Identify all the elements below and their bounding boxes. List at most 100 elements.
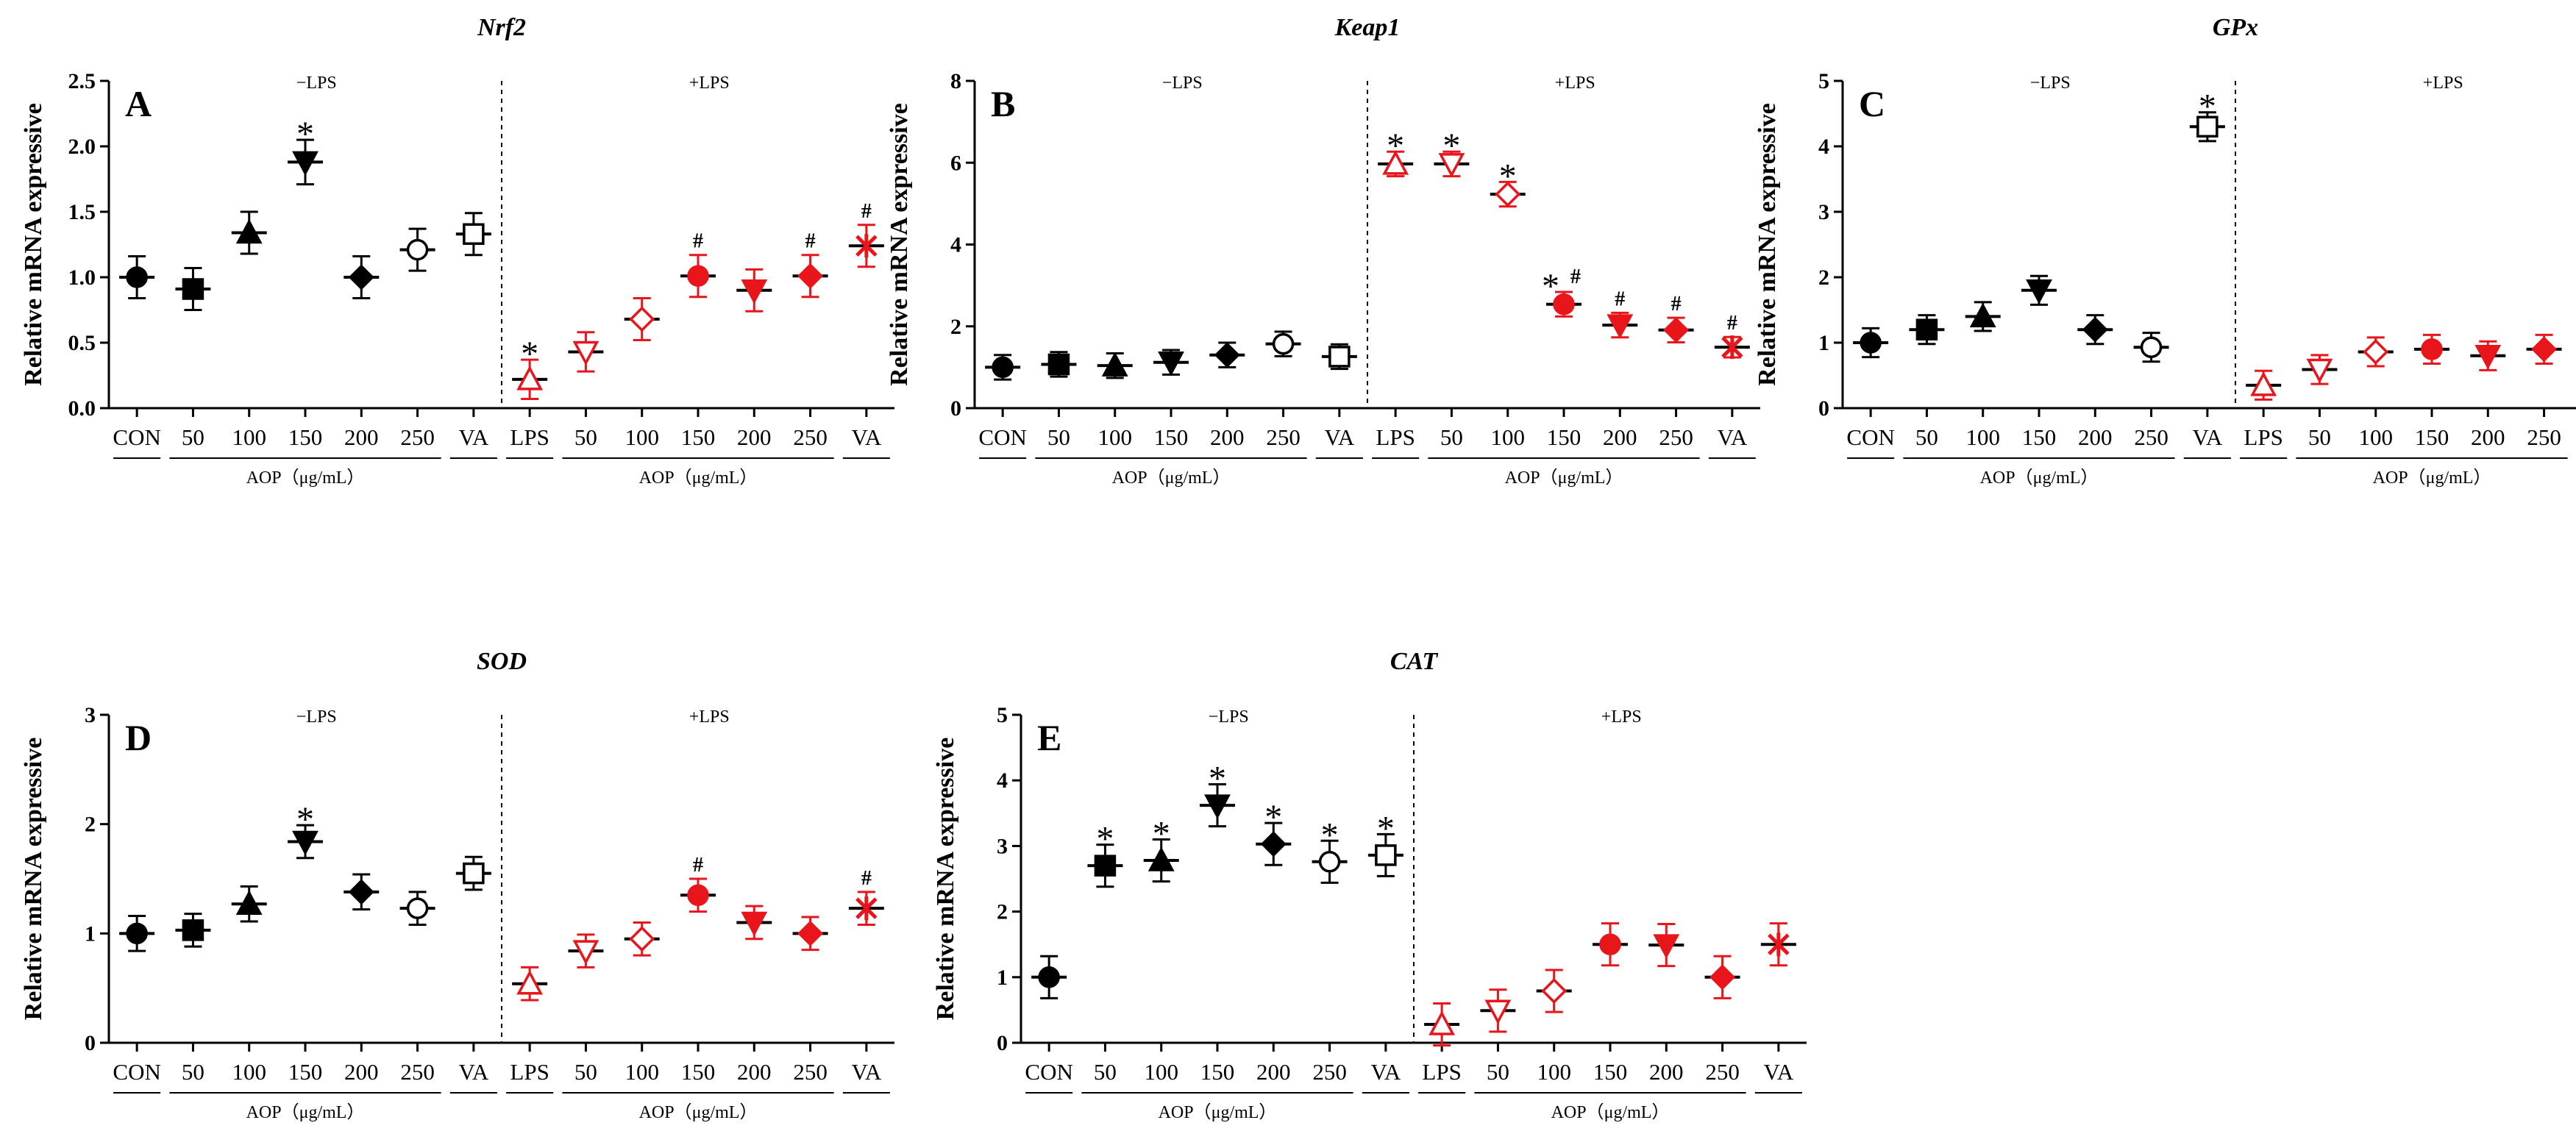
- marker-square: [1915, 318, 1938, 340]
- x-tick-label: 100: [625, 1059, 659, 1085]
- aop-plus-label: AOP（μg/mL）: [639, 468, 758, 488]
- y-tick-label: 1: [1818, 331, 1829, 355]
- chart-title: SOD: [477, 648, 527, 675]
- y-tick-label: 4: [997, 768, 1008, 793]
- marker-circle: [687, 884, 709, 907]
- x-tick-label: 200: [2078, 424, 2113, 450]
- data-point: [985, 354, 1021, 381]
- data-point: [119, 255, 155, 299]
- data-point: *: [1378, 126, 1414, 178]
- y-tick-label: 0.5: [68, 331, 96, 355]
- x-tick-label: VA: [458, 424, 488, 450]
- significance-star: *: [521, 335, 538, 374]
- x-tick-label: 150: [681, 424, 716, 450]
- x-tick-label: LPS: [1376, 424, 1415, 450]
- y-axis-label: Relative mRNA expressive: [1754, 103, 1781, 386]
- data-point: *: [1087, 820, 1123, 888]
- x-tick-label: VA: [851, 424, 881, 450]
- x-tick-label: LPS: [510, 424, 549, 450]
- data-point: * #: [1542, 265, 1581, 318]
- panel-letter: D: [125, 717, 152, 758]
- significance-star: *: [1442, 126, 1460, 165]
- x-tick-label: VA: [1370, 1059, 1401, 1085]
- marker-diamond: [2082, 316, 2108, 343]
- x-tick-label: CON: [113, 424, 160, 450]
- marker-circle-open: [2140, 336, 2163, 358]
- marker-square: [182, 278, 204, 300]
- plus-lps-label: +LPS: [2423, 74, 2463, 93]
- marker-triangle-down: [1653, 934, 1680, 959]
- x-tick-label: 200: [1649, 1059, 1684, 1085]
- data-point: [1704, 955, 1740, 999]
- marker-triangle-down: [292, 151, 319, 176]
- data-point: *: [1256, 798, 1292, 866]
- aop-minus-label: AOP（μg/mL）: [1159, 1103, 1277, 1122]
- minus-lps-label: −LPS: [2030, 74, 2071, 93]
- data-point: [1209, 341, 1245, 368]
- marker-triangle-down: [1158, 351, 1184, 377]
- marker-circle-open: [406, 238, 429, 261]
- x-tick-label: CON: [1846, 424, 1894, 450]
- significance-star: *: [1377, 809, 1395, 848]
- y-tick-label: 0: [950, 396, 961, 421]
- x-tick-label: 100: [232, 424, 266, 450]
- marker-triangle-down: [741, 911, 768, 937]
- data-point: *: [1312, 816, 1348, 884]
- significance-hash: #: [1727, 312, 1737, 335]
- marker-triangle-down: [741, 279, 768, 304]
- y-tick-label: 2.0: [68, 135, 96, 159]
- significance-star: *: [1153, 814, 1170, 853]
- panel-c: GPx 0 1 2 3 4 5 Relative mRNA expressive C −LPS +L…: [1754, 14, 2576, 488]
- data-point: [1536, 969, 1572, 1013]
- marker-cross: [1721, 335, 1743, 360]
- marker-square: [1047, 353, 1070, 376]
- data-point: #: [848, 867, 884, 926]
- data-point: [1265, 330, 1301, 357]
- data-point: [2470, 340, 2506, 371]
- marker-circle: [687, 265, 709, 287]
- significance-hash: #: [1570, 265, 1581, 288]
- x-tick-label: 50: [2308, 424, 2331, 450]
- x-tick-label: VA: [1324, 424, 1354, 450]
- data-point: [399, 227, 435, 272]
- x-tick-label: 250: [793, 424, 828, 450]
- marker-diamond-open: [1541, 978, 1568, 1005]
- data-point: [231, 210, 267, 255]
- data-point: [2077, 314, 2113, 346]
- y-tick-label: 6: [950, 151, 961, 175]
- data-point: [2302, 354, 2338, 385]
- x-tick-label: 100: [1965, 424, 2000, 450]
- data-point: [568, 331, 604, 373]
- x-tick-label: VA: [1717, 424, 1747, 450]
- marker-diamond: [1214, 342, 1240, 368]
- x-tick-label: 200: [2471, 424, 2505, 450]
- data-point: [455, 212, 491, 257]
- aop-plus-label: AOP（μg/mL）: [1551, 1103, 1670, 1122]
- y-tick-label: 4: [950, 233, 961, 257]
- chart-title: Keap1: [1334, 14, 1401, 41]
- x-tick-label: LPS: [1422, 1059, 1461, 1085]
- marker-triangle-down-open: [572, 940, 599, 965]
- marker-diamond: [1663, 317, 1690, 343]
- chart-title: GPx: [2213, 14, 2258, 41]
- aop-minus-label: AOP（μg/mL）: [246, 1103, 365, 1122]
- significance-hash: #: [805, 230, 816, 253]
- x-tick-label: 150: [2022, 424, 2057, 450]
- x-tick-label: 50: [1094, 1059, 1117, 1085]
- y-axis-label: Relative mRNA expressive: [886, 103, 913, 386]
- data-point: [1648, 923, 1684, 968]
- x-tick-label: 100: [232, 1059, 266, 1085]
- aop-plus-label: AOP（μg/mL）: [1505, 468, 1623, 488]
- aop-plus-label: AOP（μg/mL）: [2373, 468, 2491, 488]
- marker-triangle-down-open: [1484, 999, 1512, 1024]
- x-tick-label: VA: [2192, 424, 2222, 450]
- data-point: [1853, 327, 1889, 359]
- marker-triangle-down-open: [1438, 153, 1465, 178]
- x-tick-label: 250: [400, 424, 435, 450]
- x-tick-label: 50: [182, 1059, 204, 1085]
- significance-hash: #: [693, 854, 703, 877]
- marker-triangle: [1148, 846, 1175, 871]
- x-tick-label: 150: [288, 424, 323, 450]
- significance-star: *: [1387, 126, 1404, 165]
